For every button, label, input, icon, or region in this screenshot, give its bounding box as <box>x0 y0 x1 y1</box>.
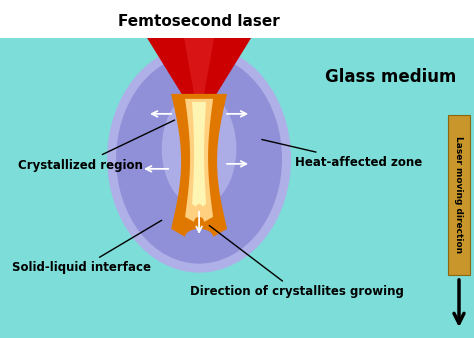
Text: Crystallized region: Crystallized region <box>18 120 174 171</box>
Ellipse shape <box>116 54 282 264</box>
Bar <box>448 115 470 275</box>
Text: Femtosecond laser: Femtosecond laser <box>118 15 280 29</box>
Text: Direction of crystallites growing: Direction of crystallites growing <box>190 225 404 298</box>
Polygon shape <box>147 38 251 122</box>
Text: Laser moving direction: Laser moving direction <box>455 137 464 254</box>
Text: Glass medium: Glass medium <box>325 68 456 86</box>
Text: Solid-liquid interface: Solid-liquid interface <box>12 220 162 274</box>
Bar <box>0 0 474 38</box>
Polygon shape <box>171 94 227 237</box>
Ellipse shape <box>162 91 237 207</box>
Polygon shape <box>192 102 206 207</box>
Polygon shape <box>185 99 213 222</box>
Ellipse shape <box>107 45 291 273</box>
Polygon shape <box>184 38 214 122</box>
Text: Heat-affected zone: Heat-affected zone <box>262 140 422 169</box>
